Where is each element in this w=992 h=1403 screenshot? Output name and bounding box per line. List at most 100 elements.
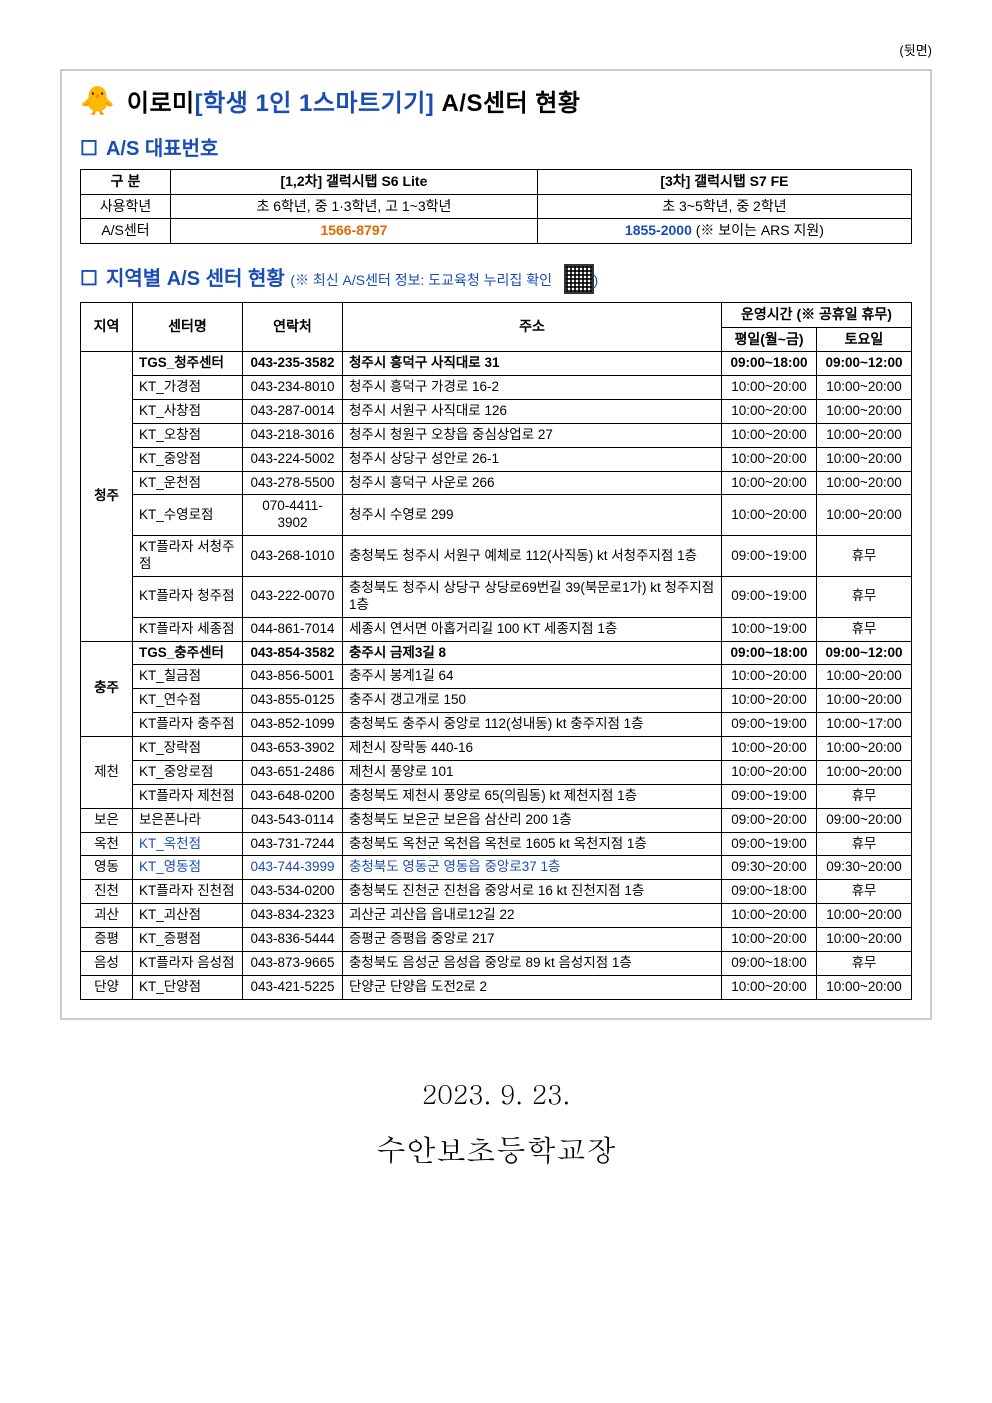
center-name-cell: KT_괴산점 — [133, 904, 243, 928]
saturday-hours-cell: 10:00~17:00 — [817, 713, 912, 737]
center-name-cell: KT플라자 음성점 — [133, 951, 243, 975]
phone-cell: 043-854-3582 — [243, 641, 343, 665]
saturday-hours-cell: 10:00~20:00 — [817, 495, 912, 536]
address-cell: 충청북도 보은군 보은읍 삼산리 200 1층 — [343, 808, 722, 832]
weekday-hours-cell: 10:00~20:00 — [722, 928, 817, 952]
th-hours: 운영시간 (※ 공휴일 휴무) — [722, 303, 912, 328]
saturday-hours-cell: 10:00~20:00 — [817, 760, 912, 784]
saturday-hours-cell: 09:00~12:00 — [817, 641, 912, 665]
center-name-cell: KT_운천점 — [133, 471, 243, 495]
row-as-label: A/S센터 — [81, 219, 171, 244]
phone-cell: 043-836-5444 — [243, 928, 343, 952]
th-center: 센터명 — [133, 303, 243, 352]
weekday-hours-cell: 10:00~20:00 — [722, 665, 817, 689]
address-cell: 청주시 상당구 성안로 26-1 — [343, 447, 722, 471]
center-name-cell: KT_가경점 — [133, 376, 243, 400]
grade-s7: 초 3~5학년, 중 2학년 — [537, 194, 911, 219]
saturday-hours-cell: 10:00~20:00 — [817, 928, 912, 952]
saturday-hours-cell: 휴무 — [817, 576, 912, 617]
address-cell: 충청북도 영동군 영동읍 중앙로37 1층 — [343, 856, 722, 880]
phone-cell: 043-873-9665 — [243, 951, 343, 975]
center-name-cell: KT_사창점 — [133, 399, 243, 423]
center-name-cell: TGS_충주센터 — [133, 641, 243, 665]
phone-cell: 043-834-2323 — [243, 904, 343, 928]
col-s6lite: [1,2차] 갤럭시탭 S6 Lite — [171, 170, 538, 195]
weekday-hours-cell: 09:00~18:00 — [722, 352, 817, 376]
phone-cell: 044-861-7014 — [243, 617, 343, 641]
th-saturday: 토요일 — [817, 327, 912, 352]
address-cell: 충청북도 옥천군 옥천읍 옥천로 1605 kt 옥천지점 1층 — [343, 832, 722, 856]
address-cell: 제천시 장락동 440-16 — [343, 737, 722, 761]
region-cell: 진천 — [81, 880, 133, 904]
phone-cell: 043-731-7244 — [243, 832, 343, 856]
phone-cell: 043-744-3999 — [243, 856, 343, 880]
saturday-hours-cell: 10:00~20:00 — [817, 975, 912, 999]
phone-cell: 043-224-5002 — [243, 447, 343, 471]
center-name-cell: KT플라자 청주점 — [133, 576, 243, 617]
address-cell: 충주시 금제3길 8 — [343, 641, 722, 665]
qr-code-icon — [564, 264, 594, 294]
center-name-cell: KT_증평점 — [133, 928, 243, 952]
as-number-table: 구 분 [1,2차] 갤럭시탭 S6 Lite [3차] 갤럭시탭 S7 FE … — [80, 169, 912, 244]
center-name-cell: KT_영동점 — [133, 856, 243, 880]
weekday-hours-cell: 10:00~20:00 — [722, 495, 817, 536]
weekday-hours-cell: 09:00~19:00 — [722, 713, 817, 737]
saturday-hours-cell: 10:00~20:00 — [817, 471, 912, 495]
address-cell: 충주시 봉계1길 64 — [343, 665, 722, 689]
weekday-hours-cell: 09:00~19:00 — [722, 536, 817, 577]
phone-cell: 043-543-0114 — [243, 808, 343, 832]
col-s7fe: [3차] 갤럭시탭 S7 FE — [537, 170, 911, 195]
saturday-hours-cell: 휴무 — [817, 784, 912, 808]
saturday-hours-cell: 10:00~20:00 — [817, 423, 912, 447]
saturday-hours-cell: 10:00~20:00 — [817, 376, 912, 400]
document-frame: 🐥 이로미[학생 1인 1스마트기기] A/S센터 현황 ☐A/S 대표번호 구… — [60, 69, 932, 1020]
saturday-hours-cell: 휴무 — [817, 536, 912, 577]
center-name-cell: 보은폰나라 — [133, 808, 243, 832]
weekday-hours-cell: 10:00~20:00 — [722, 399, 817, 423]
saturday-hours-cell: 10:00~20:00 — [817, 737, 912, 761]
weekday-hours-cell: 10:00~20:00 — [722, 737, 817, 761]
weekday-hours-cell: 09:00~20:00 — [722, 808, 817, 832]
weekday-hours-cell: 10:00~20:00 — [722, 975, 817, 999]
footer-school: 수안보초등학교장 — [60, 1128, 932, 1170]
weekday-hours-cell: 09:30~20:00 — [722, 856, 817, 880]
weekday-hours-cell: 09:00~19:00 — [722, 784, 817, 808]
region-cell: 증평 — [81, 928, 133, 952]
center-name-cell: KT_중앙로점 — [133, 760, 243, 784]
address-cell: 세종시 연서면 아홉거리길 100 KT 세종지점 1층 — [343, 617, 722, 641]
weekday-hours-cell: 10:00~20:00 — [722, 760, 817, 784]
weekday-hours-cell: 10:00~20:00 — [722, 904, 817, 928]
address-cell: 제천시 풍양로 101 — [343, 760, 722, 784]
phone-cell: 043-222-0070 — [243, 576, 343, 617]
saturday-hours-cell: 휴무 — [817, 951, 912, 975]
phone-cell: 043-648-0200 — [243, 784, 343, 808]
mascot-icon: 🐥 — [80, 84, 115, 117]
title-blue: [학생 1인 1스마트기기] — [195, 90, 435, 117]
checkbox-icon: ☐ — [80, 138, 98, 160]
phone-cell: 043-653-3902 — [243, 737, 343, 761]
saturday-hours-cell: 10:00~20:00 — [817, 665, 912, 689]
weekday-hours-cell: 09:00~18:00 — [722, 641, 817, 665]
header-row: 🐥 이로미[학생 1인 1스마트기기] A/S센터 현황 — [80, 83, 912, 118]
center-name-cell: KT_중앙점 — [133, 447, 243, 471]
center-name-cell: KT플라자 충주점 — [133, 713, 243, 737]
page-title: 이로미[학생 1인 1스마트기기] A/S센터 현황 — [127, 83, 581, 118]
weekday-hours-cell: 10:00~20:00 — [722, 689, 817, 713]
saturday-hours-cell: 휴무 — [817, 880, 912, 904]
saturday-hours-cell: 휴무 — [817, 617, 912, 641]
phone-cell: 043-421-5225 — [243, 975, 343, 999]
address-cell: 충청북도 청주시 상당구 상당로69번길 39(북문로1가) kt 청주지점 1… — [343, 576, 722, 617]
saturday-hours-cell: 10:00~20:00 — [817, 904, 912, 928]
phone-cell: 043-234-8010 — [243, 376, 343, 400]
address-cell: 단양군 단양읍 도전2로 2 — [343, 975, 722, 999]
section1-heading: ☐A/S 대표번호 — [80, 132, 912, 161]
center-name-cell: TGS_청주센터 — [133, 352, 243, 376]
saturday-hours-cell: 10:00~20:00 — [817, 689, 912, 713]
weekday-hours-cell: 09:00~18:00 — [722, 880, 817, 904]
weekday-hours-cell: 09:00~19:00 — [722, 576, 817, 617]
saturday-hours-cell: 09:00~12:00 — [817, 352, 912, 376]
row-grade-label: 사용학년 — [81, 194, 171, 219]
col-category: 구 분 — [81, 170, 171, 195]
center-name-cell: KT플라자 진천점 — [133, 880, 243, 904]
th-address: 주소 — [343, 303, 722, 352]
